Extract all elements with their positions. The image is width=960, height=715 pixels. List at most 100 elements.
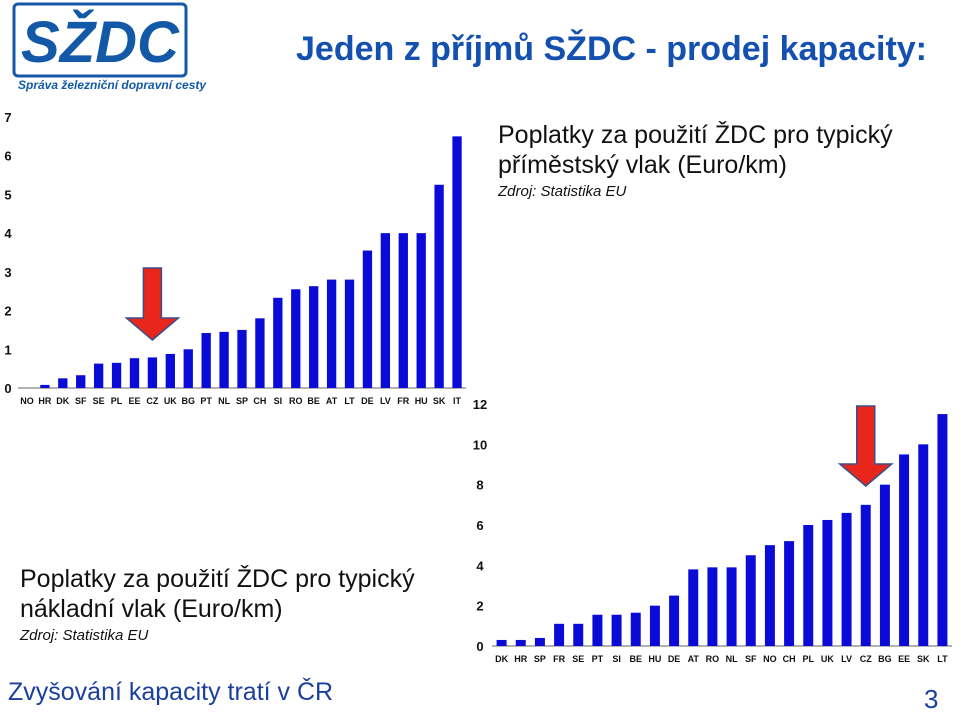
- caption-freight-line1: Poplatky za použití ŽDC pro typický: [20, 565, 415, 593]
- suburban-xtick-at: AT: [326, 396, 338, 406]
- freight-ytick: 12: [473, 397, 487, 412]
- freight-bar-se: [573, 623, 584, 646]
- freight-xtick-sf: SF: [745, 654, 757, 664]
- freight-xtick-hr: HR: [514, 654, 527, 664]
- freight-bar-si: [611, 614, 622, 646]
- suburban-bar-ch: [255, 318, 265, 388]
- suburban-ytick: 3: [4, 265, 11, 280]
- suburban-bar-sk: [434, 184, 444, 388]
- suburban-ytick: 2: [4, 304, 11, 319]
- suburban-bar-dk: [58, 378, 68, 388]
- suburban-bar-si: [273, 297, 283, 388]
- freight-xtick-uk: UK: [821, 654, 834, 664]
- freight-bar-at: [688, 569, 699, 646]
- szdc-logo: SŽDC: [12, 2, 188, 78]
- freight-xtick-pt: PT: [592, 654, 604, 664]
- page-number: 3: [924, 684, 939, 714]
- freight-ytick: 8: [476, 478, 483, 493]
- suburban-xtick-it: IT: [453, 396, 462, 406]
- freight-xtick-de: DE: [668, 654, 681, 664]
- freight-bar-no: [764, 545, 775, 646]
- caption-suburban: Poplatky za použití ŽDC pro typický přím…: [498, 120, 893, 202]
- freight-ytick: 4: [476, 558, 484, 573]
- freight-bar-be: [630, 612, 641, 646]
- freight-xtick-pl: PL: [802, 654, 814, 664]
- suburban-bar-nl: [219, 331, 229, 388]
- suburban-bar-pl: [111, 362, 122, 388]
- freight-xtick-ee: EE: [898, 654, 910, 664]
- suburban-xtick-ro: RO: [289, 396, 303, 406]
- suburban-xtick-sf: SF: [75, 396, 87, 406]
- suburban-bar-bg: [183, 349, 193, 388]
- freight-xtick-sp: SP: [534, 654, 546, 664]
- chart-suburban-train: 0 1 2 3 4 5 6 7 NO HR DK SF SE PL EE CZ UK BG PT NL SP CH SI RO…: [4, 110, 466, 406]
- suburban-xtick-no: NO: [20, 396, 34, 406]
- suburban-ytick: 4: [4, 226, 12, 241]
- suburban-ytick: 0: [4, 381, 11, 396]
- freight-bar-pl: [803, 525, 814, 646]
- freight-bar-hr: [515, 639, 526, 646]
- suburban-bar-hr: [40, 384, 50, 388]
- freight-xtick-lv: LV: [841, 654, 852, 664]
- freight-ytick: 0: [476, 639, 483, 654]
- suburban-bar-se: [93, 363, 104, 388]
- freight-xtick-at: AT: [688, 654, 700, 664]
- suburban-xtick-sk: SK: [433, 396, 446, 406]
- suburban-xtick-si: SI: [274, 396, 283, 406]
- suburban-ytick: 5: [4, 187, 11, 202]
- suburban-bar-ro: [291, 289, 301, 388]
- caption-freight-line2: nákladní vlak (Euro/km): [20, 595, 283, 623]
- suburban-xtick-dk: DK: [56, 396, 69, 406]
- suburban-bar-pt: [201, 333, 211, 388]
- freight-xtick-bg: BG: [878, 654, 892, 664]
- suburban-bar-de: [362, 250, 373, 388]
- suburban-xtick-ee: EE: [128, 396, 140, 406]
- freight-xtick-dk: DK: [495, 654, 508, 664]
- chart-freight-train: 0 2 4 6 8 10 12 DK HR SP FR SE PT SI BE HU DE AT RO NL SF NO C…: [473, 397, 952, 664]
- caption-suburban-line1: Poplatky za použití ŽDC pro typický: [498, 121, 893, 149]
- suburban-ytick: 7: [4, 110, 11, 125]
- suburban-bar-be: [309, 286, 319, 388]
- suburban-bar-ee: [129, 358, 140, 388]
- suburban-bar-hu: [416, 233, 426, 388]
- suburban-ytick: 1: [4, 342, 11, 357]
- suburban-bar-uk: [165, 353, 175, 388]
- freight-bar-ro: [707, 567, 718, 646]
- footer-text: Zvyšování kapacity tratí v ČR: [8, 678, 334, 706]
- suburban-bar-fr: [398, 233, 408, 388]
- freight-xtick-no: NO: [763, 654, 777, 664]
- freight-bar-fr: [554, 623, 565, 646]
- suburban-xtick-sp: SP: [236, 396, 248, 406]
- suburban-highlight-arrow-icon: [124, 267, 181, 341]
- suburban-xtick-de: DE: [361, 396, 374, 406]
- freight-bar-sp: [534, 637, 545, 646]
- slide-title: Jeden z příjmů SŽDC - prodej kapacity:: [296, 30, 928, 68]
- suburban-bar-lv: [380, 233, 391, 388]
- freight-highlight-arrow-icon: [837, 405, 894, 487]
- suburban-bar-it: [452, 136, 462, 388]
- freight-xtick-nl: NL: [726, 654, 738, 664]
- suburban-ytick: 6: [4, 149, 11, 164]
- freight-bar-de: [669, 595, 680, 646]
- freight-xtick-hu: HU: [648, 654, 661, 664]
- freight-xtick-fr: FR: [553, 654, 565, 664]
- suburban-xtick-pt: PT: [200, 396, 212, 406]
- suburban-bar-lt: [344, 279, 355, 388]
- suburban-bar-sp: [237, 329, 247, 388]
- suburban-xtick-nl: NL: [218, 396, 230, 406]
- suburban-xtick-hu: HU: [415, 396, 428, 406]
- caption-freight: Poplatky za použití ŽDC pro typický nákl…: [20, 564, 415, 646]
- suburban-xtick-bg: BG: [181, 396, 195, 406]
- suburban-xtick-be: BE: [307, 396, 320, 406]
- caption-suburban-source: Zdroj: Statistika EU: [498, 183, 627, 200]
- freight-bar-lt: [937, 414, 948, 646]
- freight-bar-nl: [726, 567, 737, 646]
- freight-ytick: 6: [476, 518, 483, 533]
- suburban-bar-cz: [147, 357, 158, 388]
- freight-bar-ee: [899, 454, 910, 646]
- freight-xtick-cz: CZ: [860, 654, 872, 664]
- suburban-xtick-ch: CH: [253, 396, 266, 406]
- suburban-xtick-se: SE: [93, 396, 105, 406]
- freight-bar-lv: [841, 512, 852, 646]
- suburban-bar-sf: [76, 375, 86, 388]
